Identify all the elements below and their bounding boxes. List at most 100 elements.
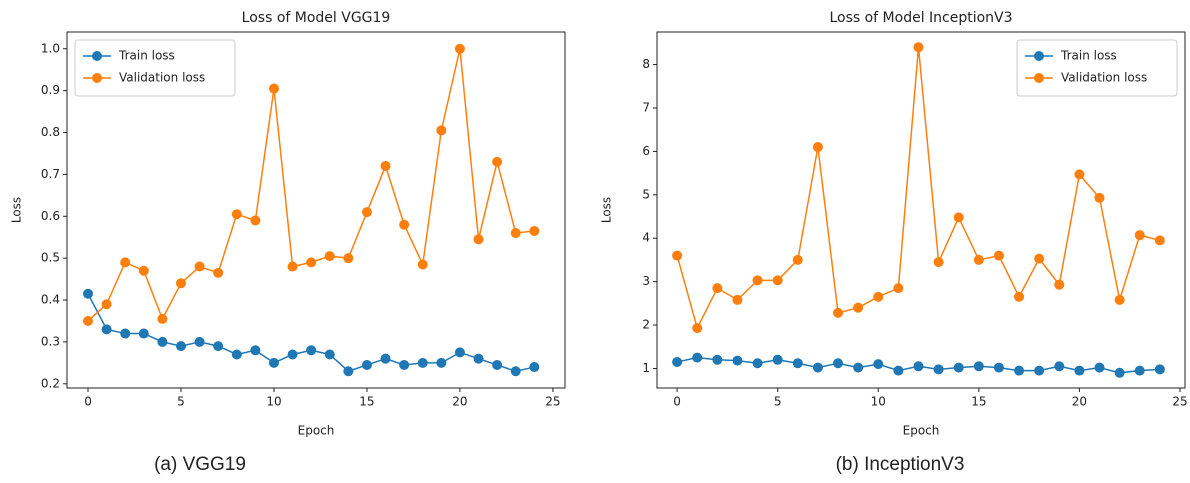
data-point [306,345,317,356]
data-point [399,359,410,370]
data-point [993,362,1004,373]
x-tick-label: 20 [1072,395,1087,409]
data-point [973,361,984,372]
data-point [157,313,168,324]
data-point [1054,361,1065,372]
data-point [1034,253,1045,264]
data-point [361,207,372,218]
data-point [933,364,944,375]
data-point [361,359,372,370]
data-point [1154,364,1165,375]
data-point [399,219,410,230]
data-point [1034,365,1045,376]
y-tick-label: 6 [642,144,650,158]
x-tick-label: 25 [545,395,560,409]
data-point [893,283,904,294]
data-point [454,347,465,358]
data-point [712,283,723,294]
y-axis-label: Loss [10,197,24,223]
series-line [87,293,535,373]
data-point [529,362,540,373]
data-point [833,307,844,318]
plot-frame [66,31,566,389]
legend-box [74,39,236,97]
data-point [510,228,521,239]
data-point [1014,291,1025,302]
legend: Train loss Validation loss [74,39,236,97]
data-point [231,209,242,220]
data-point [672,250,683,261]
data-point [510,366,521,377]
data-point [324,251,335,262]
data-point [120,257,131,268]
y-tick-label: 8 [642,57,650,71]
data-point [380,161,391,172]
data-point [893,365,904,376]
data-point [792,254,803,265]
y-tick-label: 7 [642,100,650,114]
data-point [194,336,205,347]
y-tick-label: 0.2 [41,376,60,390]
data-point [712,354,723,365]
data-point [250,345,261,356]
data-point [492,156,503,167]
x-tick-label: 15 [971,395,986,409]
data-point [752,358,763,369]
x-tick-label: 10 [871,395,886,409]
data-point [138,328,149,339]
x-tick-label: 5 [774,395,782,409]
data-point [1094,362,1105,373]
y-tick-label: 3 [642,274,650,288]
data-point [1054,279,1065,290]
x-axis-label: Epoch [298,424,335,438]
data-point [231,349,242,360]
legend-marker [92,73,102,83]
data-point [1074,365,1085,376]
x-axis-label: Epoch [903,424,940,438]
chart-title: Loss of Model VGG19 [242,10,391,26]
plot-frame [656,31,1186,389]
data-point [194,261,205,272]
data-point [417,357,428,368]
data-point [812,362,823,373]
data-point [101,324,112,335]
data-point [973,254,984,265]
data-point [933,257,944,268]
data-point [833,358,844,369]
data-point [473,353,484,364]
chart: Loss of Model InceptionV3 Epoch Loss (b) In… [600,10,1188,475]
legend-marker [1034,51,1044,61]
data-point [692,352,703,363]
data-point [343,253,354,264]
y-tick-label: 0.9 [41,83,60,97]
data-point [772,354,783,365]
y-axis-label: Loss [600,197,614,223]
data-point [792,358,803,369]
data-point [213,341,224,352]
y-tick-label: 0.7 [41,167,60,181]
data-point [343,366,354,377]
data-point [306,257,317,268]
data-point [213,267,224,278]
y-tick-label: 0.4 [41,293,60,307]
data-point [732,294,743,305]
data-point [1094,192,1105,203]
data-point [913,42,924,53]
data-point [1134,365,1145,376]
x-tick-label: 0 [84,395,92,409]
data-point [492,359,503,370]
data-point [138,265,149,276]
data-point [529,225,540,236]
data-point [1014,365,1025,376]
data-point [417,259,428,270]
data-point [812,142,823,153]
legend: Train loss Validation loss [1016,39,1178,97]
data-point [268,357,279,368]
data-point [473,234,484,245]
x-tick-label: 5 [177,395,185,409]
y-tick-label: 2 [642,318,650,332]
y-tick-label: 0.6 [41,209,60,223]
y-tick-label: 0.3 [41,334,60,348]
data-point [287,261,298,272]
